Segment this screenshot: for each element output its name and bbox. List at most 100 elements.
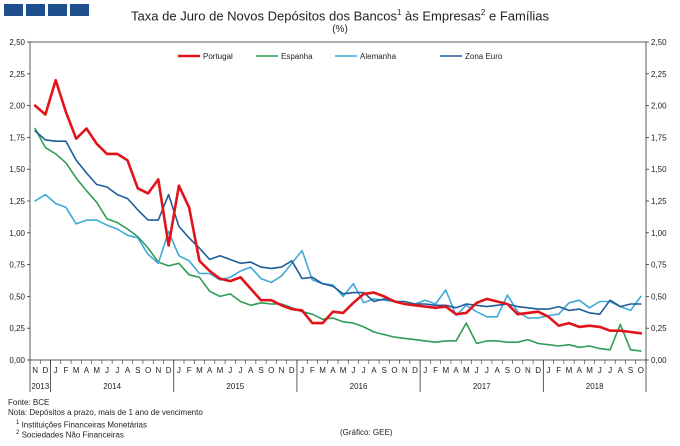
x-month-label: M [217, 366, 224, 375]
x-month-label: O [515, 366, 521, 375]
y-tick-label-left: 1,00 [9, 229, 25, 238]
x-month-label: J [598, 366, 602, 375]
x-month-label: J [475, 366, 479, 375]
x-month-label: J [54, 366, 58, 375]
x-month-label: S [382, 366, 387, 375]
x-month-label: F [433, 366, 438, 375]
x-month-label: A [494, 366, 500, 375]
x-month-label: A [453, 366, 459, 375]
x-month-label: D [289, 366, 295, 375]
y-tick-label-right: 0,25 [651, 324, 667, 333]
publisher-logo [4, 4, 90, 16]
line-chart: 0,00 0,00 0,25 0,25 0,50 0,50 0,75 0,75 1,00 1,00… [9, 38, 667, 392]
x-year-label: 2017 [473, 382, 491, 391]
y-tick-label-left: 0,50 [9, 292, 25, 301]
x-month-label: O [268, 366, 274, 375]
x-month-label: D [166, 366, 172, 375]
x-month-label: F [63, 366, 68, 375]
series-line-espanha [34, 127, 642, 352]
x-month-label: M [442, 366, 449, 375]
x-year-label: 2018 [586, 382, 604, 391]
x-year-label: 2013 [31, 382, 49, 391]
footer-note-2: 2 Sociedades Não Financeiras [16, 430, 124, 440]
x-month-label: F [187, 366, 192, 375]
y-tick-label-right: 2,50 [651, 38, 667, 47]
chart-title: Taxa de Juro de Novos Depósitos dos Banc… [131, 8, 549, 24]
x-month-label: S [135, 366, 140, 375]
x-month-label: A [248, 366, 254, 375]
x-month-label: M [340, 366, 347, 375]
x-month-label: A [330, 366, 336, 375]
x-month-label: O [391, 366, 397, 375]
y-tick-label-left: 2,00 [9, 102, 25, 111]
x-month-label: M [463, 366, 470, 375]
x-month-label: A [84, 366, 90, 375]
x-month-label: M [566, 366, 573, 375]
x-month-label: A [371, 366, 377, 375]
x-month-label: J [351, 366, 355, 375]
x-month-label: M [586, 366, 593, 375]
x-month-label: J [423, 366, 427, 375]
y-tick-label-right: 0,75 [651, 261, 667, 270]
x-month-label: D [43, 366, 49, 375]
series-line-portugal [33, 78, 643, 335]
footer-note-1: 1 Instituições Financeiras Monetárias [16, 420, 147, 430]
x-month-label: F [310, 366, 315, 375]
y-tick-label-left: 1,75 [9, 133, 25, 142]
y-tick-label-left: 2,50 [9, 38, 25, 47]
x-month-label: N [279, 366, 285, 375]
x-month-label: O [145, 366, 151, 375]
footer-source: Fonte: BCE [8, 398, 50, 407]
y-tick-label-right: 1,50 [651, 165, 667, 174]
y-tick-label-left: 0,00 [9, 356, 25, 365]
x-month-label: J [485, 366, 489, 375]
legend-label-espanha: Espanha [281, 52, 313, 61]
x-month-label: N [525, 366, 531, 375]
x-month-label: N [32, 366, 38, 375]
x-month-label: J [105, 366, 109, 375]
x-month-label: A [577, 366, 583, 375]
x-month-label: J [228, 366, 232, 375]
x-month-label: J [115, 366, 119, 375]
x-month-label: S [258, 366, 263, 375]
x-month-label: A [125, 366, 131, 375]
x-month-label: A [207, 366, 213, 375]
y-tick-label-left: 0,25 [9, 324, 25, 333]
y-tick-label-right: 1,75 [651, 133, 667, 142]
x-year-label: 2015 [226, 382, 244, 391]
footer-credit: (Gráfico: GEE) [340, 428, 393, 437]
x-month-label: N [402, 366, 408, 375]
x-month-label: J [362, 366, 366, 375]
y-tick-label-right: 2,25 [651, 70, 667, 79]
chart-subtitle: (%) [332, 24, 348, 35]
y-tick-label-left: 0,75 [9, 261, 25, 270]
legend-label-alemanha: Alemanha [360, 52, 397, 61]
y-tick-label-right: 0,00 [651, 356, 667, 365]
legend-label-zona-euro: Zona Euro [465, 52, 503, 61]
series-line-zona-euro [34, 130, 642, 316]
x-month-label: J [238, 366, 242, 375]
footer-note: Nota: Depósitos a prazo, mais de 1 ano d… [8, 408, 203, 417]
x-month-label: N [155, 366, 161, 375]
x-month-label: M [196, 366, 203, 375]
x-month-label: J [608, 366, 612, 375]
x-month-label: D [412, 366, 418, 375]
x-month-label: D [535, 366, 541, 375]
y-tick-label-right: 2,00 [651, 102, 667, 111]
y-tick-label-right: 0,50 [651, 292, 667, 301]
x-month-label: S [628, 366, 633, 375]
x-month-label: O [638, 366, 644, 375]
x-month-label: F [556, 366, 561, 375]
x-year-label: 2014 [103, 382, 121, 391]
x-month-label: M [73, 366, 80, 375]
x-month-label: S [505, 366, 510, 375]
y-tick-label-left: 1,50 [9, 165, 25, 174]
series-line-alemanha [34, 193, 642, 319]
x-month-label: A [618, 366, 624, 375]
x-month-label: J [177, 366, 181, 375]
x-year-label: 2016 [350, 382, 368, 391]
y-tick-label-right: 1,00 [651, 229, 667, 238]
x-month-label: J [300, 366, 304, 375]
legend-label-portugal: Portugal [203, 52, 233, 61]
y-tick-label-left: 2,25 [9, 70, 25, 79]
